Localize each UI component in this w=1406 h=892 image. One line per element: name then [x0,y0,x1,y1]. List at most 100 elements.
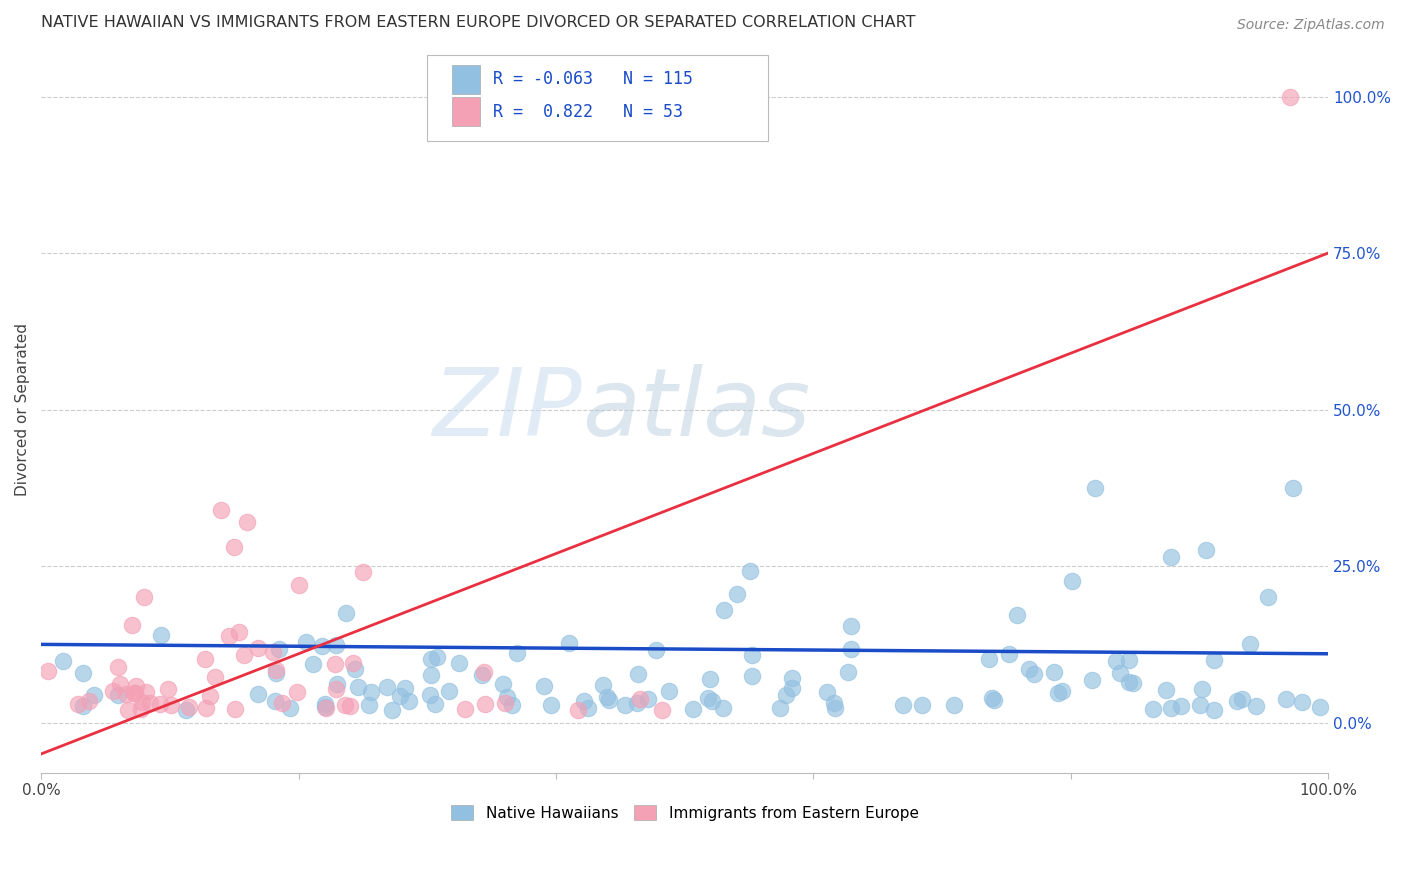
Point [627,667,650,681]
Point [997,648,1019,662]
Point [1282,481,1305,495]
Point [1160,550,1182,565]
Point [658,684,681,698]
Point [52,654,75,668]
Point [150,628,173,642]
Point [533,679,555,693]
Point [782,671,804,685]
Point [592,678,614,692]
Point [375,680,398,694]
Point [775,688,797,702]
Point [360,685,382,699]
Point [1291,695,1313,709]
Point [107,660,129,674]
Point [381,703,404,717]
Point [725,587,748,601]
Point [1244,698,1267,713]
Point [311,639,333,653]
Point [572,694,595,708]
Point [839,618,862,632]
Point [1204,653,1226,667]
Point [1154,682,1177,697]
Point [495,696,517,710]
Point [236,516,259,530]
Point [815,685,838,699]
Point [567,703,589,717]
Point [637,691,659,706]
Point [824,701,846,715]
Point [83,688,105,702]
Point [218,629,240,643]
Point [700,694,723,708]
Point [738,564,761,578]
Point [910,698,932,712]
Point [1239,637,1261,651]
Point [741,648,763,663]
Point [502,698,524,712]
Point [285,685,308,699]
Point [77,693,100,707]
Point [942,698,965,712]
Point [839,642,862,657]
Text: NATIVE HAWAIIAN VS IMMIGRANTS FROM EASTERN EUROPE DIVORCED OR SEPARATED CORRELAT: NATIVE HAWAIIAN VS IMMIGRANTS FROM EASTE… [41,15,915,30]
Point [613,698,636,713]
Point [228,625,250,640]
Point [697,690,720,705]
Bar [451,64,479,94]
Point [335,606,357,620]
Point [204,670,226,684]
Point [980,691,1002,706]
Point [713,603,735,617]
Point [174,703,197,717]
Point [419,668,441,682]
Point [1104,654,1126,668]
Point [124,679,146,693]
Point [977,652,1000,666]
Point [287,578,309,592]
Point [1226,694,1249,708]
Point [506,646,529,660]
Point [394,681,416,695]
Point [156,682,179,697]
Point [278,701,301,715]
Point [492,676,515,690]
Point [837,665,859,679]
Point [149,698,172,712]
Point [651,703,673,717]
Point [325,677,347,691]
Point [983,693,1005,707]
Point [209,502,232,516]
Point [1170,699,1192,714]
Bar [451,97,479,127]
Point [1204,703,1226,717]
Point [262,645,284,659]
Point [339,698,361,713]
Point [37,664,59,678]
Point [325,638,347,652]
Text: R =  0.822   N = 53: R = 0.822 N = 53 [494,103,683,120]
Point [224,541,246,555]
Point [124,686,146,700]
Point [198,689,221,703]
Point [131,695,153,709]
Point [1043,665,1066,679]
Point [645,642,668,657]
Point [558,636,581,650]
Point [232,648,254,663]
Point [471,668,494,682]
Point [1257,591,1279,605]
Point [1160,701,1182,715]
Point [122,686,145,700]
Point [179,699,201,714]
Point [1232,692,1254,706]
Point [333,698,356,712]
Point [1188,698,1211,712]
Point [741,669,763,683]
Point [195,701,218,715]
Point [453,702,475,716]
Point [823,696,845,710]
Point [1080,673,1102,687]
Point [352,566,374,580]
Point [302,657,325,671]
Text: atlas: atlas [582,364,810,455]
